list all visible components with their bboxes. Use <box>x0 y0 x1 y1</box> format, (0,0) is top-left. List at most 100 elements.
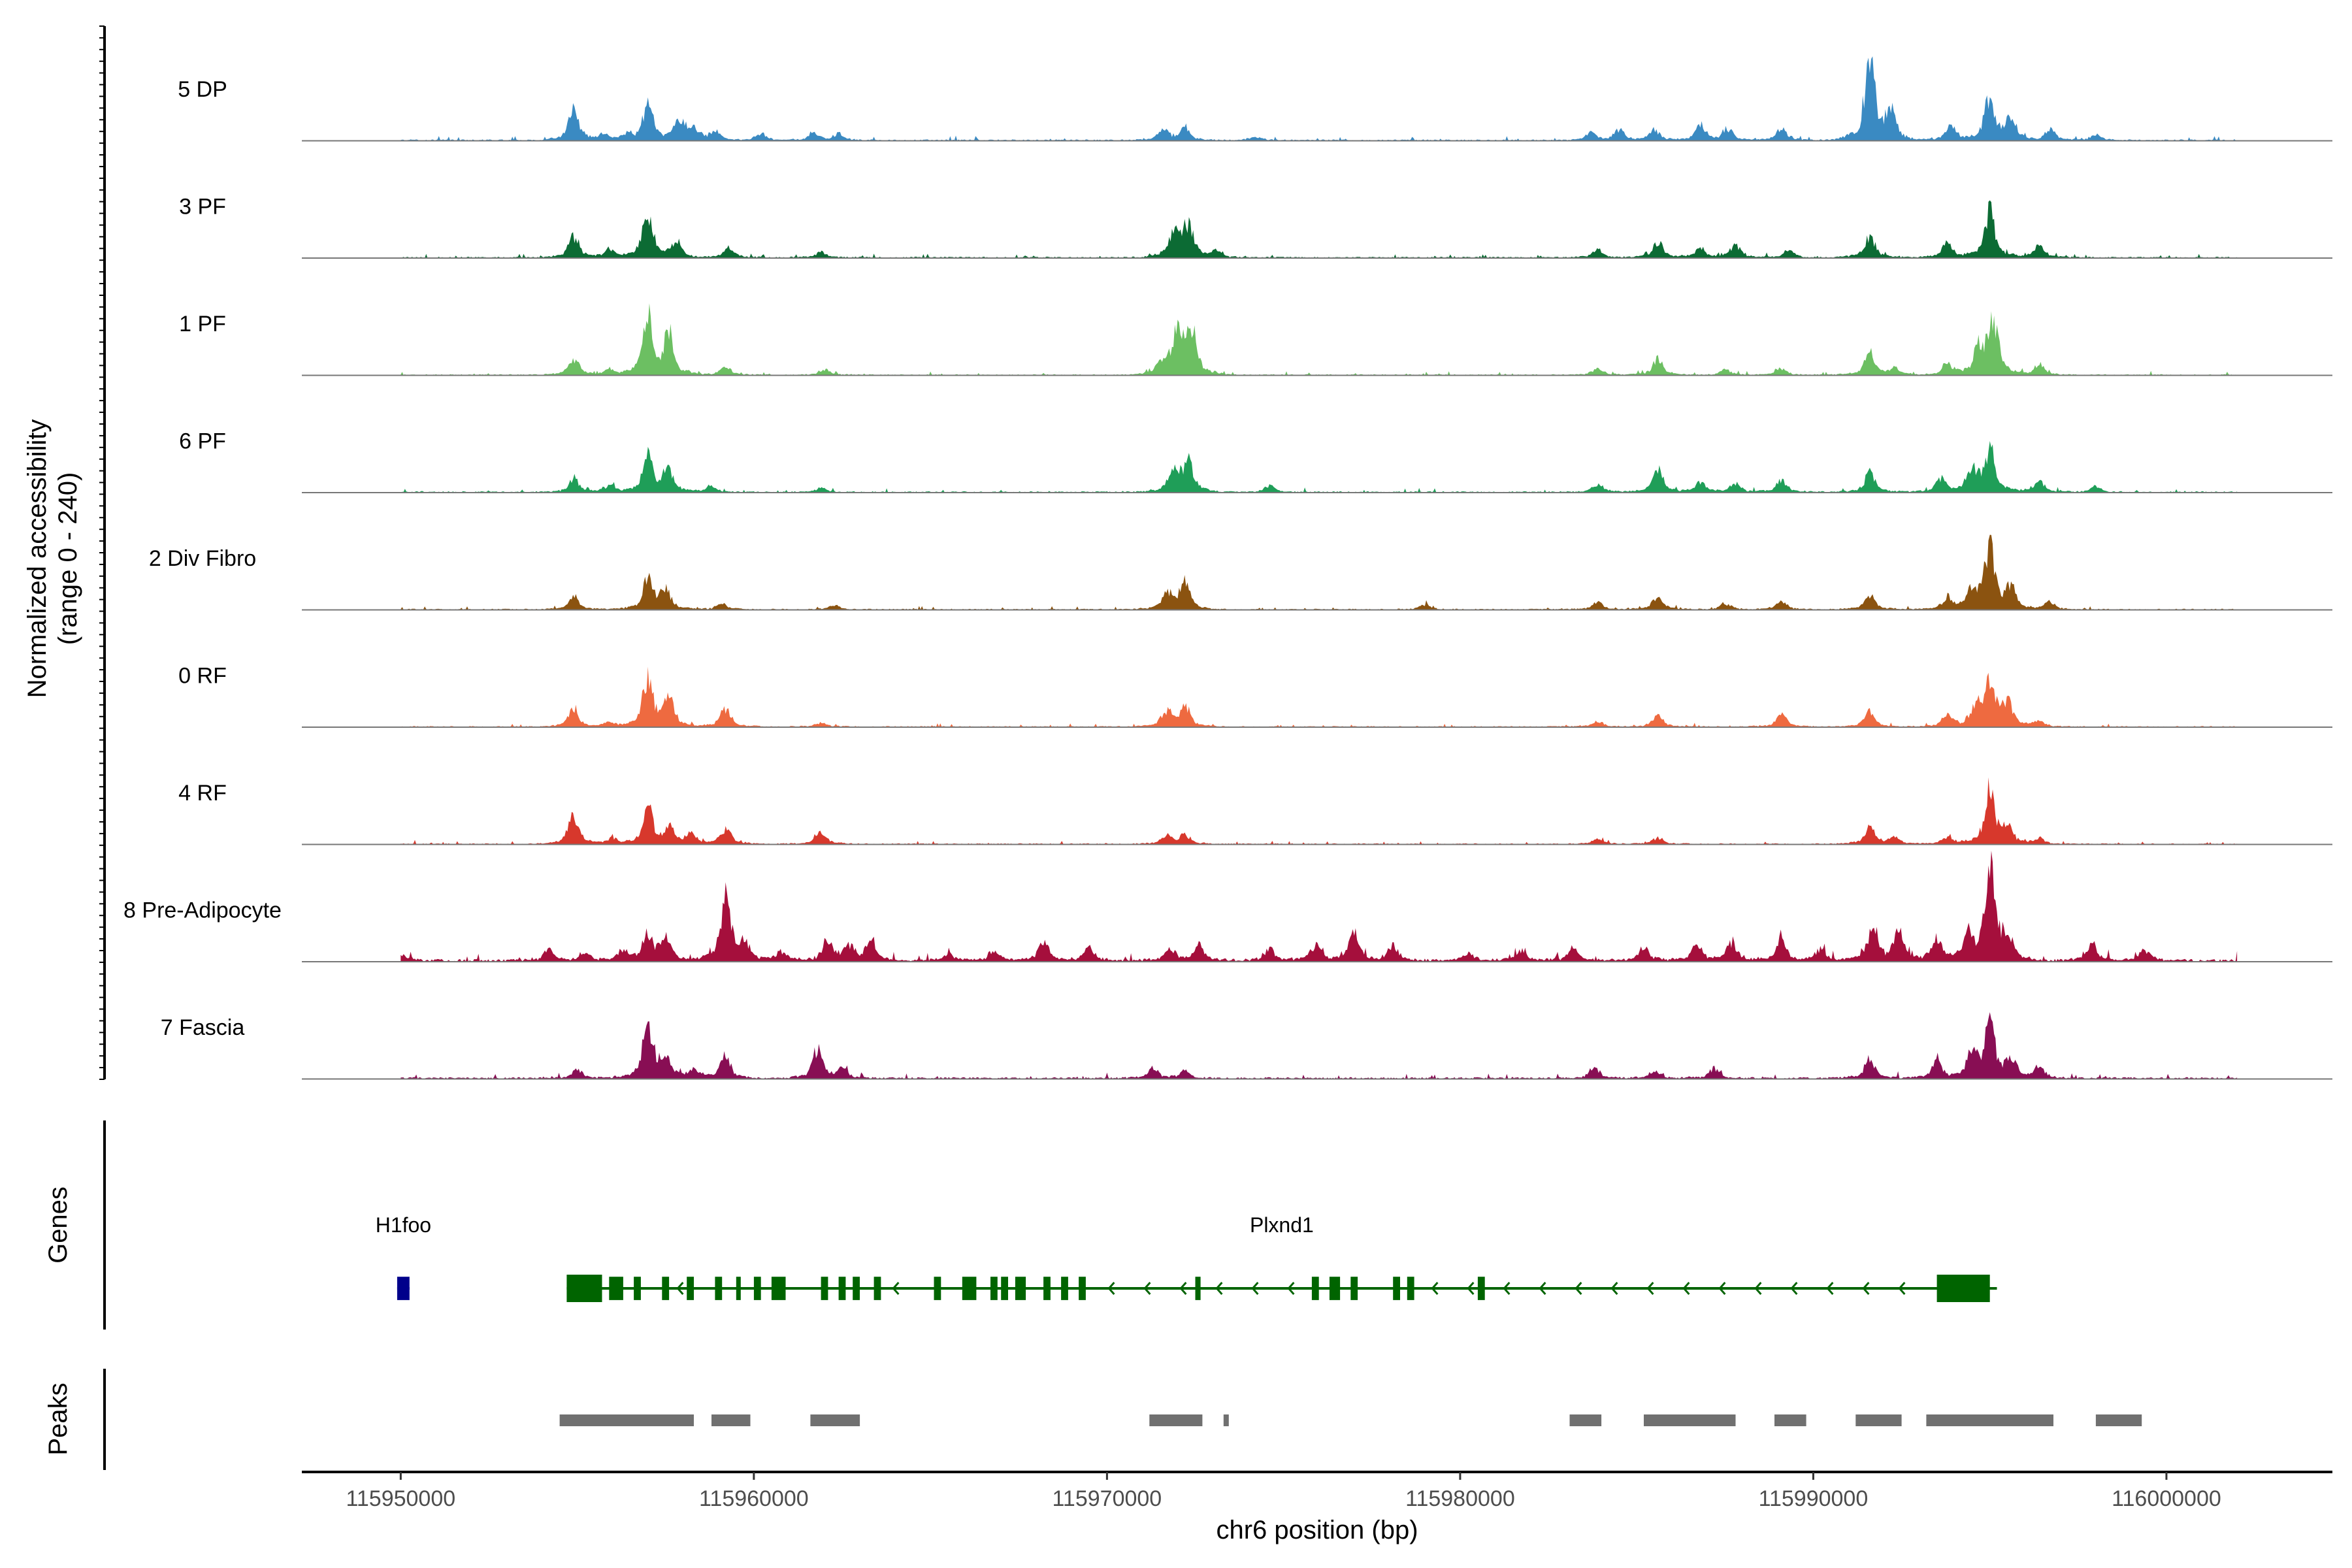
gene-exon <box>1350 1277 1358 1300</box>
strand-arrow <box>1431 1282 1439 1295</box>
coverage-area <box>400 200 2238 258</box>
peak-region <box>711 1414 751 1426</box>
coverage-area <box>400 1012 2238 1079</box>
strand-arrow <box>1467 1282 1475 1295</box>
gene-exon <box>821 1277 828 1300</box>
gene-exon <box>934 1277 941 1300</box>
track-label: 6 PF <box>179 429 226 454</box>
gene-exon <box>1001 1277 1008 1300</box>
coverage-area <box>400 666 2238 727</box>
gene-exon <box>1311 1277 1319 1300</box>
peak-region <box>559 1414 694 1426</box>
strand-arrow <box>1610 1282 1618 1295</box>
x-axis-title: chr6 position (bp) <box>1216 1516 1418 1544</box>
x-tick-label: 115970000 <box>1053 1486 1162 1511</box>
x-tick-label: 115990000 <box>1759 1486 1869 1511</box>
y-axis-title-line2: (range 0 - 240) <box>54 472 82 645</box>
strand-arrow <box>1575 1282 1582 1295</box>
coverage-track: 0 RF <box>178 664 2332 728</box>
gene-exon <box>753 1277 761 1300</box>
strand-arrow <box>1539 1282 1546 1295</box>
gene-exon <box>990 1277 998 1300</box>
peak-regions <box>559 1414 2142 1426</box>
strand-arrow <box>1754 1282 1762 1295</box>
coverage-track: 5 DP <box>178 56 2332 142</box>
x-tick-label: 115950000 <box>346 1486 456 1511</box>
strand-arrow <box>1862 1282 1870 1295</box>
peak-region <box>1644 1414 1736 1426</box>
coverage-area <box>400 777 2238 845</box>
strand-arrow <box>1215 1282 1223 1295</box>
coverage-track: 4 RF <box>178 777 2332 845</box>
track-label: 4 RF <box>178 781 227 806</box>
coverage-track: 8 Pre-Adipocyte <box>123 851 2332 962</box>
gene-exon <box>1477 1277 1485 1300</box>
peak-region <box>1774 1414 1806 1426</box>
track-label: 3 PF <box>179 195 226 220</box>
strand-arrow <box>1107 1282 1115 1295</box>
genes-panel-label: Genes <box>44 1186 73 1264</box>
x-tick-label: 115980000 <box>1405 1486 1515 1511</box>
strand-arrow <box>676 1282 684 1295</box>
x-tick-label: 115960000 <box>699 1486 809 1511</box>
strand-arrow <box>892 1282 900 1295</box>
strand-arrow <box>1826 1282 1834 1295</box>
gene-exon <box>771 1277 786 1300</box>
peak-region <box>810 1414 860 1426</box>
genes-panel: Genes H1foo Plxnd1 <box>44 1120 1997 1330</box>
coverage-area <box>400 56 2238 141</box>
strand-arrow <box>1251 1282 1259 1295</box>
peak-region <box>1855 1414 1902 1426</box>
track-label: 1 PF <box>179 312 226 336</box>
gene-exon <box>609 1277 623 1300</box>
gene-exon <box>853 1277 860 1300</box>
gene-exon <box>662 1277 670 1300</box>
peaks-panel-label: Peaks <box>44 1382 73 1455</box>
gene-exon <box>874 1277 881 1300</box>
peak-region <box>2095 1414 2142 1426</box>
coverage-track: 7 Fascia <box>161 1012 2332 1080</box>
gene-exon <box>1061 1277 1068 1300</box>
gene-exon <box>1329 1277 1341 1300</box>
coverage-track: 2 Div Fibro <box>149 534 2332 611</box>
peaks-panel: Peaks <box>44 1369 2142 1470</box>
gene-exon <box>1043 1277 1051 1300</box>
gene-exon <box>687 1277 694 1300</box>
gene-exon <box>1407 1277 1414 1300</box>
gene-exon <box>1195 1277 1201 1300</box>
coverage-area <box>400 851 2238 962</box>
gene-exon <box>838 1277 846 1300</box>
track-label: 0 RF <box>178 664 227 689</box>
gene-exon <box>736 1277 741 1300</box>
gene-name: Plxnd1 <box>1250 1213 1314 1237</box>
coverage-y-axis <box>99 25 106 1080</box>
coverage-area <box>400 534 2238 610</box>
x-axis: 115950000 115960000 115970000 115980000 1159… <box>302 1471 2332 1544</box>
gene-model: Plxnd1 <box>566 1213 1997 1302</box>
strand-arrow <box>1179 1282 1187 1295</box>
peak-region <box>1569 1414 1602 1426</box>
track-label: 2 Div Fibro <box>149 546 256 571</box>
coverage-area <box>400 441 2238 493</box>
gene-model: H1foo <box>376 1213 431 1300</box>
strand-arrow <box>1646 1282 1654 1295</box>
track-label: 8 Pre-Adipocyte <box>123 898 282 923</box>
gene-models: H1foo Plxnd1 <box>376 1213 1997 1302</box>
coverage-track: 1 PF <box>179 303 2332 376</box>
y-axis-title: Normalized accessibility (range 0 - 240) <box>23 419 82 698</box>
gene-name: H1foo <box>376 1213 431 1237</box>
gene-exon <box>566 1275 602 1302</box>
strand-arrow <box>1503 1282 1511 1295</box>
coverage-track: 6 PF <box>179 429 2332 493</box>
gene-exon <box>962 1277 977 1300</box>
gene-exon <box>397 1277 410 1300</box>
gene-exon <box>634 1277 641 1300</box>
track-label: 5 DP <box>178 77 227 102</box>
strand-arrow <box>1898 1282 1906 1295</box>
gene-exon <box>1015 1277 1026 1300</box>
strand-arrow <box>1790 1282 1798 1295</box>
strand-arrow <box>1682 1282 1690 1295</box>
gene-exon <box>1936 1275 1990 1302</box>
x-tick-label: 116000000 <box>2112 1486 2221 1511</box>
